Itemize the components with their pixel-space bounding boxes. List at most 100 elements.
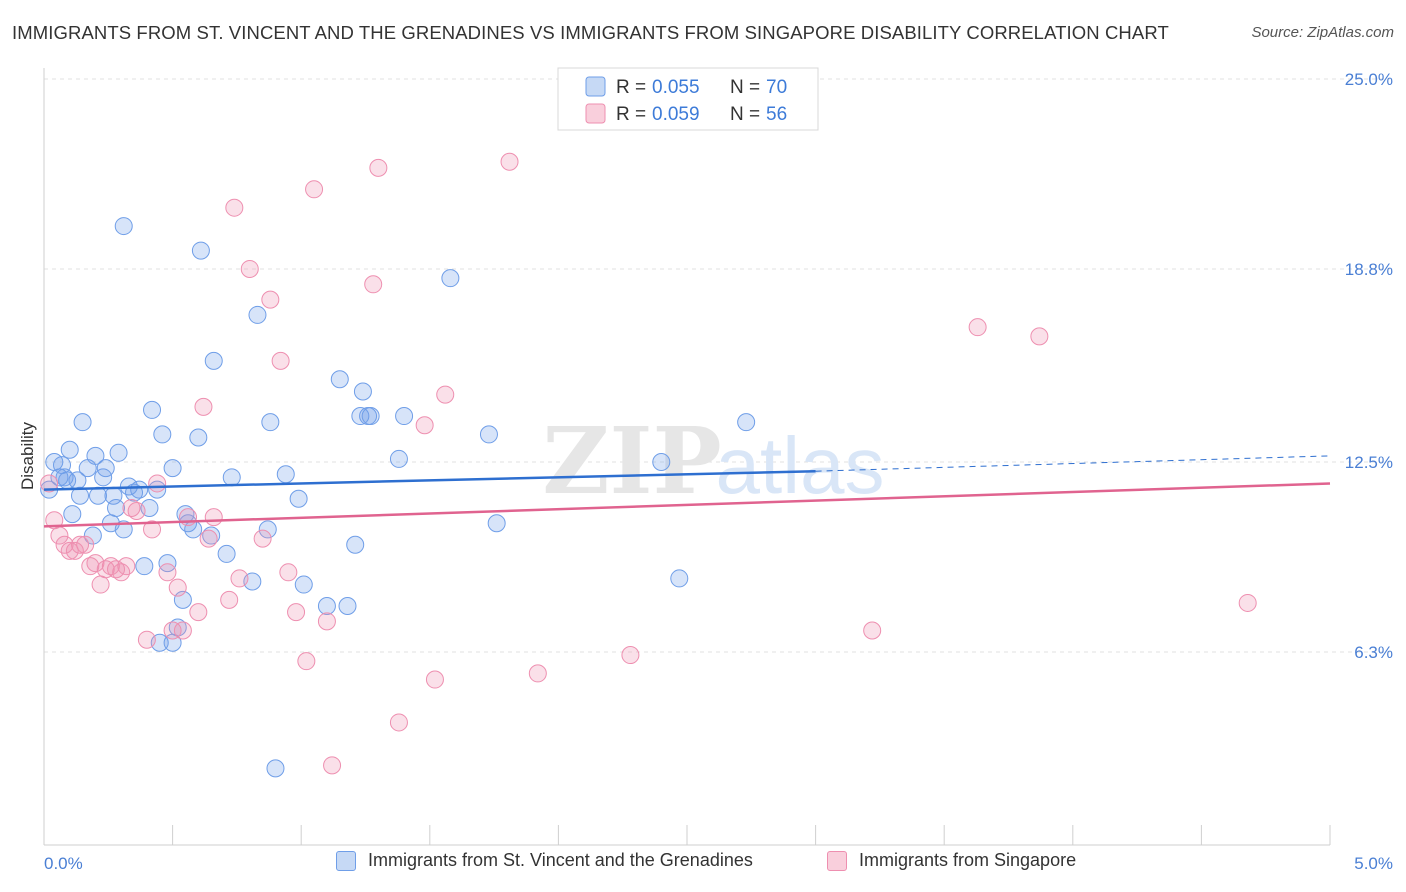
data-point-singapore [117, 557, 136, 576]
data-point-singapore [189, 603, 208, 622]
data-point-vincent [153, 425, 172, 444]
legend-n-label-vincent: N = [730, 77, 760, 98]
data-point-singapore [621, 646, 640, 665]
data-point-singapore [204, 508, 223, 527]
legend-item-vincent: Immigrants from St. Vincent and the Gren… [336, 850, 753, 871]
x-tick-labels: 0.0% 5.0% [44, 854, 1393, 873]
chart-title: IMMIGRANTS FROM ST. VINCENT AND THE GREN… [12, 22, 1169, 43]
y-tick-label: 12.5% [1345, 453, 1393, 472]
trend-line-vincent [43, 469, 816, 491]
data-point-vincent [353, 382, 372, 401]
data-point-singapore [305, 180, 324, 199]
data-point-vincent [248, 305, 267, 324]
data-point-singapore [1238, 593, 1257, 612]
data-point-vincent [86, 446, 105, 465]
trend-lines [43, 455, 1331, 528]
data-point-singapore [271, 351, 290, 370]
watermark-zip: ZIP [542, 407, 721, 515]
data-point-vincent [670, 569, 689, 588]
data-point-vincent [389, 449, 408, 468]
data-point-singapore [369, 158, 388, 177]
data-point-vincent [109, 443, 128, 462]
data-point-singapore [194, 397, 213, 416]
data-point-vincent [204, 351, 223, 370]
data-point-vincent [191, 241, 210, 260]
data-point-vincent [266, 759, 285, 778]
data-point-singapore [158, 563, 177, 582]
data-point-vincent [143, 400, 162, 419]
data-point-singapore [253, 529, 272, 548]
legend-item-singapore: Immigrants from Singapore [827, 850, 1076, 871]
data-point-vincent [158, 554, 177, 573]
legend-swatch-vincent [585, 76, 606, 97]
data-point-singapore [261, 290, 280, 309]
data-point-singapore [143, 520, 162, 539]
data-point-vincent [135, 557, 154, 576]
data-point-vincent [60, 440, 79, 459]
data-point-singapore [317, 612, 336, 631]
data-point-vincent [317, 597, 336, 616]
data-point-singapore [60, 541, 79, 560]
data-point-vincent [148, 480, 167, 499]
data-point-singapore [148, 474, 167, 493]
data-point-singapore [287, 603, 306, 622]
data-point-singapore [1030, 327, 1049, 346]
data-point-vincent [338, 597, 357, 616]
data-point-singapore [279, 563, 298, 582]
legend-n-label-singapore: N = [730, 104, 760, 125]
data-point-singapore [65, 541, 84, 560]
x-tick-label: 5.0% [1354, 854, 1393, 873]
legend-swatch-singapore [585, 103, 606, 124]
data-point-singapore [168, 578, 187, 597]
data-point-vincent [479, 425, 498, 444]
x-tick-label: 0.0% [44, 854, 83, 873]
data-point-singapore [425, 670, 444, 689]
data-point-vincent [163, 633, 182, 652]
gridlines [44, 78, 1390, 653]
data-point-singapore [81, 557, 100, 576]
data-point-vincent [261, 413, 280, 432]
legend-r-value-singapore: 0.059 [652, 104, 700, 125]
data-point-vincent [83, 526, 102, 545]
data-point-singapore [528, 664, 547, 683]
legend-swatch-icon [827, 850, 847, 871]
data-point-singapore [107, 560, 126, 579]
data-point-vincent [163, 459, 182, 478]
data-point-singapore [415, 416, 434, 435]
data-points [40, 152, 1257, 778]
data-point-vincent [737, 413, 756, 432]
trend-line-singapore [43, 482, 1331, 528]
data-point-vincent [130, 480, 149, 499]
data-point-vincent [441, 269, 460, 288]
data-point-singapore [137, 630, 156, 649]
watermark: ZIP atlas [542, 407, 884, 515]
data-point-singapore [91, 575, 110, 594]
data-point-singapore [96, 560, 115, 579]
data-point-singapore [163, 621, 182, 640]
data-point-vincent [361, 407, 380, 426]
data-point-singapore [55, 535, 74, 554]
data-point-singapore [323, 756, 342, 775]
watermark-atlas: atlas [716, 421, 885, 510]
data-point-vincent [114, 520, 133, 539]
data-point-singapore [225, 198, 244, 217]
data-point-vincent [71, 486, 90, 505]
data-point-singapore [968, 318, 987, 337]
y-tick-labels: 25.0% 18.8% 12.5% 6.3% [1345, 70, 1393, 662]
data-point-singapore [112, 563, 131, 582]
data-point-singapore [86, 554, 105, 573]
data-point-singapore [240, 259, 259, 278]
data-point-singapore [500, 152, 519, 171]
data-point-vincent [96, 459, 115, 478]
data-point-vincent [73, 413, 92, 432]
data-point-vincent [258, 520, 277, 539]
data-point-vincent [114, 217, 133, 236]
source-credit: Source: ZipAtlas.com [1251, 24, 1394, 41]
y-tick-label: 6.3% [1354, 643, 1393, 662]
data-point-vincent [346, 535, 365, 554]
y-tick-label: 25.0% [1345, 70, 1393, 89]
data-point-singapore [71, 535, 90, 554]
data-point-vincent [276, 465, 295, 484]
stats-legend: R = 0.055 N = 70 R = 0.059 N = 56 [557, 67, 819, 131]
trend-line-vincent-extension [815, 455, 1331, 472]
